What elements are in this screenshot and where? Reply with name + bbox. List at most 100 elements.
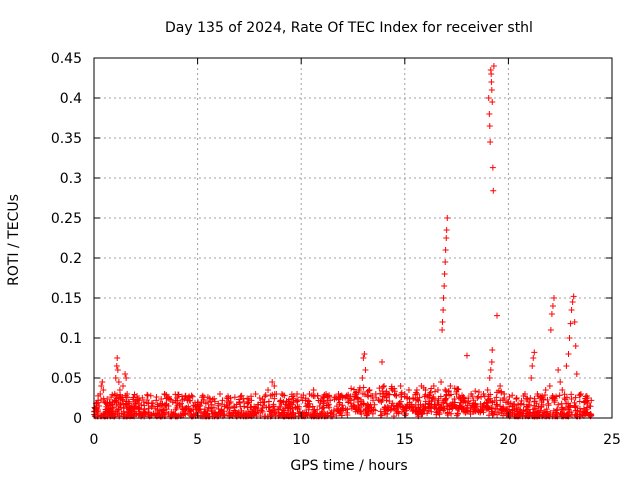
data-point xyxy=(219,397,226,404)
noise-point xyxy=(100,395,107,402)
noise-point xyxy=(495,387,502,394)
noise-point xyxy=(148,411,155,418)
data-point xyxy=(538,399,545,405)
data-point xyxy=(105,407,112,413)
data-point xyxy=(405,387,412,393)
data-point xyxy=(94,408,101,415)
noise-point xyxy=(201,406,208,413)
y-tick-labels: 0 0.05 0.1 0.15 0.2 0.25 0.3 0.35 0.4 0.45 xyxy=(51,51,82,427)
noise-point xyxy=(320,400,327,407)
data-point xyxy=(573,371,580,377)
data-point xyxy=(277,397,284,404)
data-point xyxy=(489,164,496,171)
noise-point xyxy=(533,412,540,419)
y-tick-label: 0.3 xyxy=(60,171,82,187)
data-point xyxy=(153,397,160,404)
data-point xyxy=(157,400,164,407)
data-point xyxy=(438,379,445,385)
y-tick-label: 0 xyxy=(73,411,82,427)
noise-point xyxy=(442,386,449,393)
data-point xyxy=(517,400,524,407)
noise-point xyxy=(420,402,427,409)
noise-point xyxy=(357,408,364,415)
noise-point xyxy=(330,407,337,414)
data-point xyxy=(149,403,156,409)
noise-point xyxy=(483,404,490,411)
data-point xyxy=(114,367,121,373)
data-point xyxy=(410,395,417,401)
noise-point xyxy=(224,405,231,412)
x-axis-label: GPS time / hours xyxy=(290,458,407,474)
noise-point xyxy=(278,399,285,406)
noise-point xyxy=(549,411,556,418)
data-point xyxy=(223,402,230,409)
noise-point xyxy=(376,385,383,392)
noise-point xyxy=(333,403,340,410)
data-point xyxy=(529,363,536,369)
noise-point xyxy=(270,403,277,410)
noise-point xyxy=(524,406,531,413)
data-point xyxy=(440,295,447,301)
noise-point xyxy=(141,402,148,409)
noise-point xyxy=(498,405,505,412)
noise-point xyxy=(238,392,245,399)
data-point xyxy=(393,392,400,399)
noise-point xyxy=(297,410,304,417)
data-point xyxy=(116,387,123,393)
noise-point xyxy=(311,408,318,415)
noise-point xyxy=(258,407,265,414)
background-noise-points xyxy=(91,383,595,420)
noise-point xyxy=(507,409,514,416)
noise-point xyxy=(465,395,472,402)
noise-point xyxy=(364,401,371,408)
noise-point xyxy=(265,398,272,405)
data-point xyxy=(385,391,392,397)
noise-point xyxy=(145,409,152,416)
data-point xyxy=(418,383,425,389)
noise-point xyxy=(416,394,423,401)
noise-point xyxy=(197,402,204,409)
data-point xyxy=(547,327,554,333)
data-point xyxy=(114,355,121,361)
x-tick-label: 5 xyxy=(193,432,202,448)
noise-point xyxy=(398,394,405,401)
data-point xyxy=(441,271,448,277)
data-point xyxy=(98,383,105,389)
data-point xyxy=(126,399,133,405)
data-point xyxy=(442,259,449,265)
noise-point xyxy=(252,409,259,416)
data-point xyxy=(190,402,197,409)
noise-point xyxy=(451,402,458,409)
noise-point xyxy=(217,391,224,398)
data-point xyxy=(123,375,130,381)
noise-point xyxy=(236,400,243,406)
data-point xyxy=(97,391,104,397)
data-point xyxy=(140,399,147,405)
noise-point xyxy=(145,400,152,407)
noise-point xyxy=(555,401,562,408)
data-point xyxy=(494,312,501,319)
noise-point xyxy=(475,393,482,400)
noise-point xyxy=(212,411,219,418)
noise-point xyxy=(354,398,361,405)
noise-point xyxy=(527,395,534,402)
noise-point xyxy=(169,412,176,419)
data-point xyxy=(430,383,437,389)
noise-point xyxy=(455,394,462,401)
data-point xyxy=(161,391,168,397)
y-tick-label: 0.45 xyxy=(51,51,82,67)
data-point xyxy=(582,399,589,405)
data-point xyxy=(434,387,441,393)
y-tick-label: 0.05 xyxy=(51,371,82,387)
noise-point xyxy=(413,389,420,396)
noise-point xyxy=(537,393,544,400)
noise-point xyxy=(576,398,583,405)
data-point xyxy=(490,187,497,194)
noise-point xyxy=(565,403,572,410)
noise-point xyxy=(382,408,389,415)
data-point xyxy=(497,383,504,389)
noise-point xyxy=(584,399,591,406)
noise-point xyxy=(542,391,549,398)
data-point xyxy=(352,391,359,397)
